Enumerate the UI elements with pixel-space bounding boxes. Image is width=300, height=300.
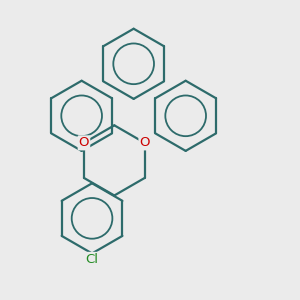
- Text: O: O: [140, 136, 150, 149]
- Text: O: O: [79, 136, 89, 149]
- Text: Cl: Cl: [85, 253, 98, 266]
